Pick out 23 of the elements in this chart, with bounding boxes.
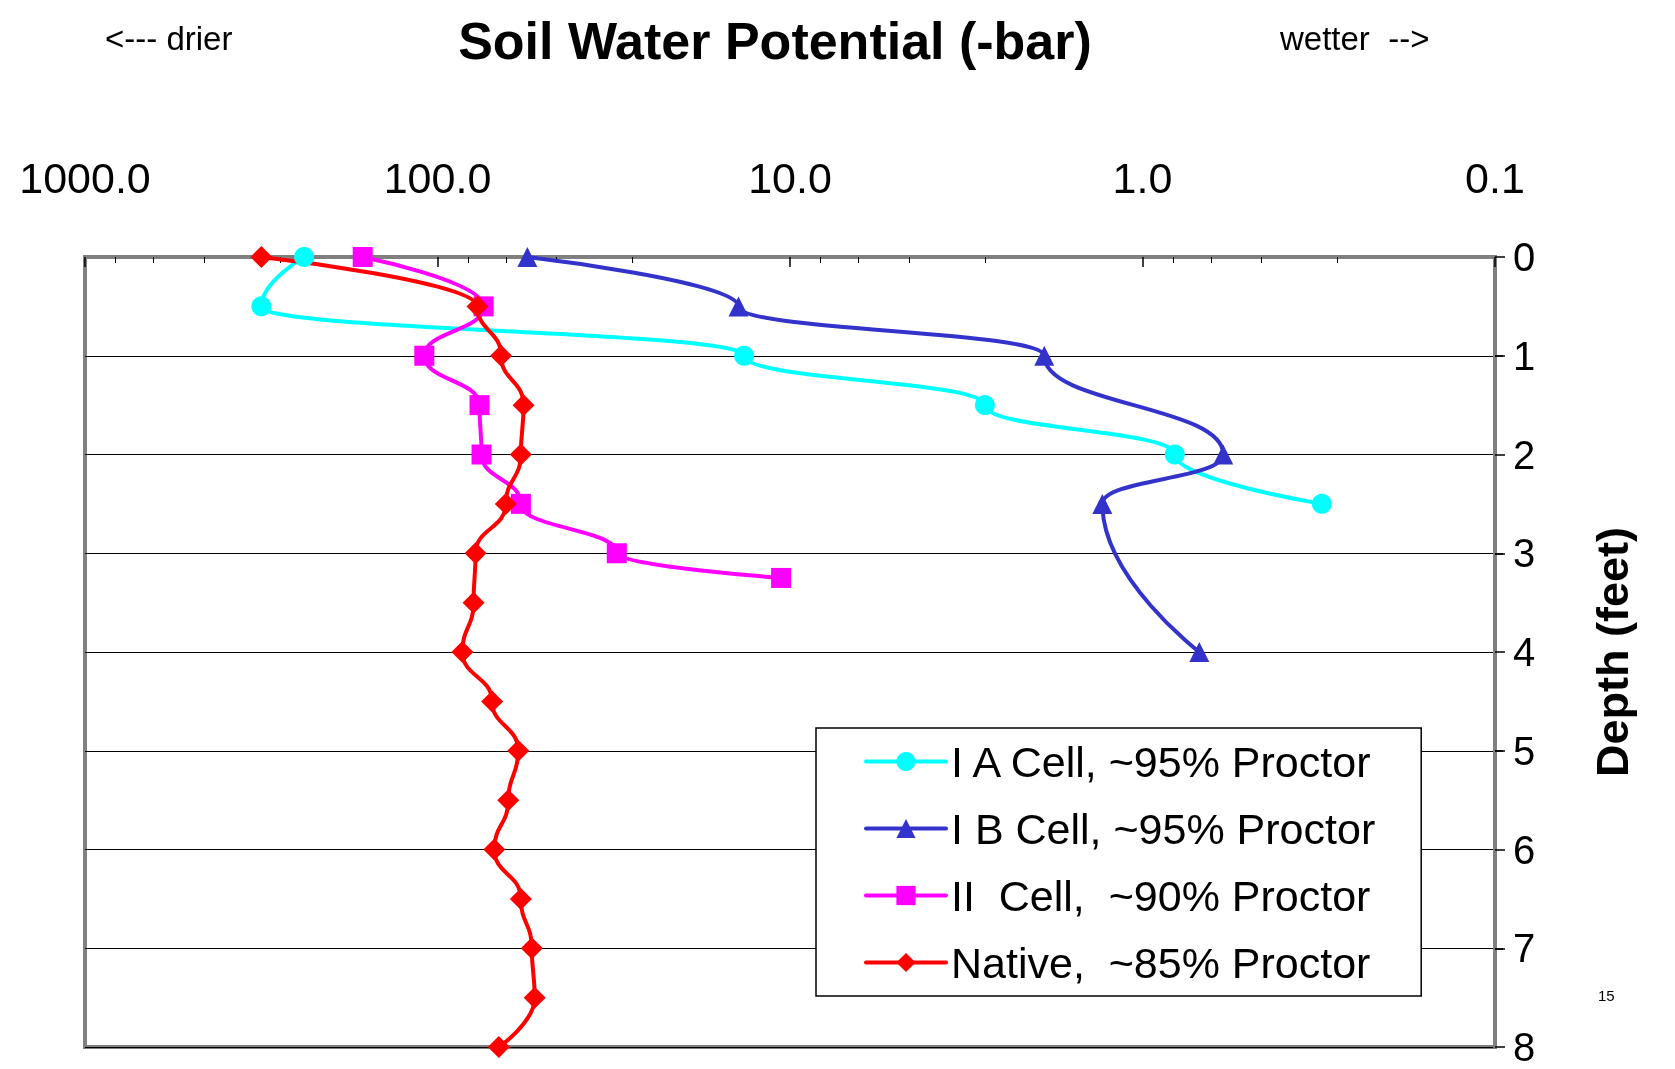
text: <--- drier xyxy=(105,20,233,57)
x-tick-label: 1000.0 xyxy=(19,153,151,202)
y-tick-label: 5 xyxy=(1513,728,1536,773)
text: 15 xyxy=(1598,987,1615,1004)
x-tick-label: 0.1 xyxy=(1465,153,1525,202)
legend-label: I B Cell, ~95% Proctor xyxy=(951,804,1376,853)
legend-label: Native, ~85% Proctor xyxy=(951,938,1371,987)
x-tick-label: 10.0 xyxy=(748,153,832,202)
legend-label: II Cell, ~90% Proctor xyxy=(951,871,1371,920)
legend-label: I A Cell, ~95% Proctor xyxy=(951,737,1371,786)
y-tick-label: 0 xyxy=(1513,235,1536,279)
y-axis-title: Depth (feet) xyxy=(1587,527,1638,777)
y-tick-label: 6 xyxy=(1513,827,1536,872)
y-tick-label: 7 xyxy=(1513,926,1536,971)
y-tick-label: 3 xyxy=(1513,531,1536,576)
chart-title: Soil Water Potential (-bar) xyxy=(458,12,1092,70)
y-tick-label: 2 xyxy=(1513,432,1536,477)
y-tick-label: 8 xyxy=(1513,1025,1536,1069)
x-tick-label: 100.0 xyxy=(383,153,492,202)
text: wetter --> xyxy=(1279,20,1430,57)
x-tick-label: 1.0 xyxy=(1112,153,1173,202)
y-tick-label: 4 xyxy=(1513,630,1536,674)
y-tick-label: 1 xyxy=(1513,333,1536,378)
